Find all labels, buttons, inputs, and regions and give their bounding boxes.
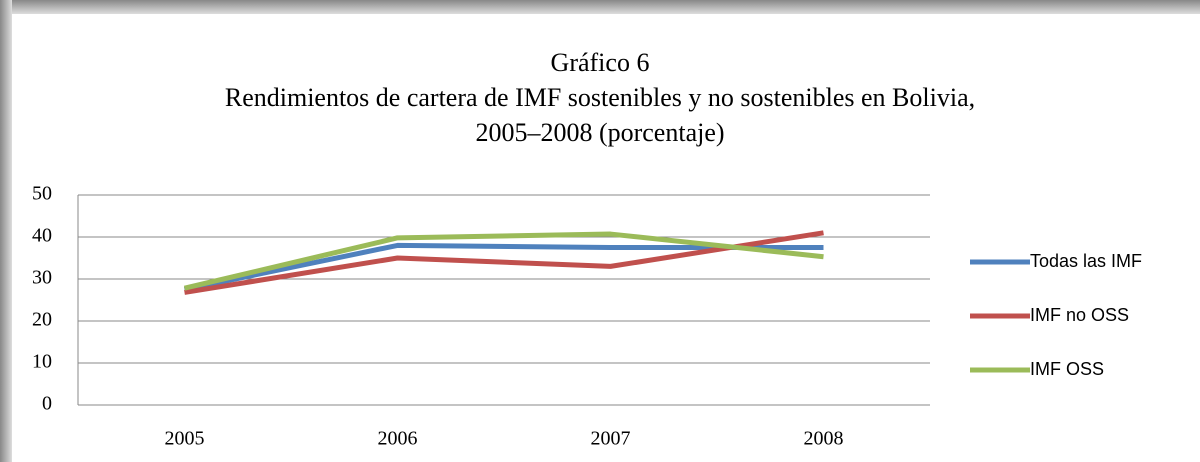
legend-label: Todas las IMF [1030, 251, 1142, 271]
chart-title: Gráfico 6 [551, 48, 650, 77]
legend-label: IMF OSS [1030, 359, 1104, 379]
series-line [184, 230, 824, 295]
x-tick-label: 2006 [378, 428, 418, 450]
chart-subtitle: 2005–2008 (porcentaje) [475, 118, 724, 147]
x-tick-label: 2005 [165, 428, 205, 450]
y-tick-label: 30 [32, 267, 52, 289]
legend-label: IMF no OSS [1030, 305, 1129, 325]
x-tick-label: 2007 [591, 428, 631, 450]
y-tick-label: 0 [42, 393, 52, 415]
frame-shadow [0, 0, 12, 462]
frame-shadow [0, 0, 1200, 14]
y-tick-label: 40 [32, 225, 52, 247]
y-tick-label: 50 [32, 183, 52, 205]
y-tick-label: 10 [32, 351, 52, 373]
y-tick-label: 20 [32, 309, 52, 331]
chart-subtitle: Rendimientos de cartera de IMF sostenibl… [225, 83, 975, 112]
x-tick-label: 2008 [804, 428, 844, 450]
series-line [183, 231, 824, 291]
